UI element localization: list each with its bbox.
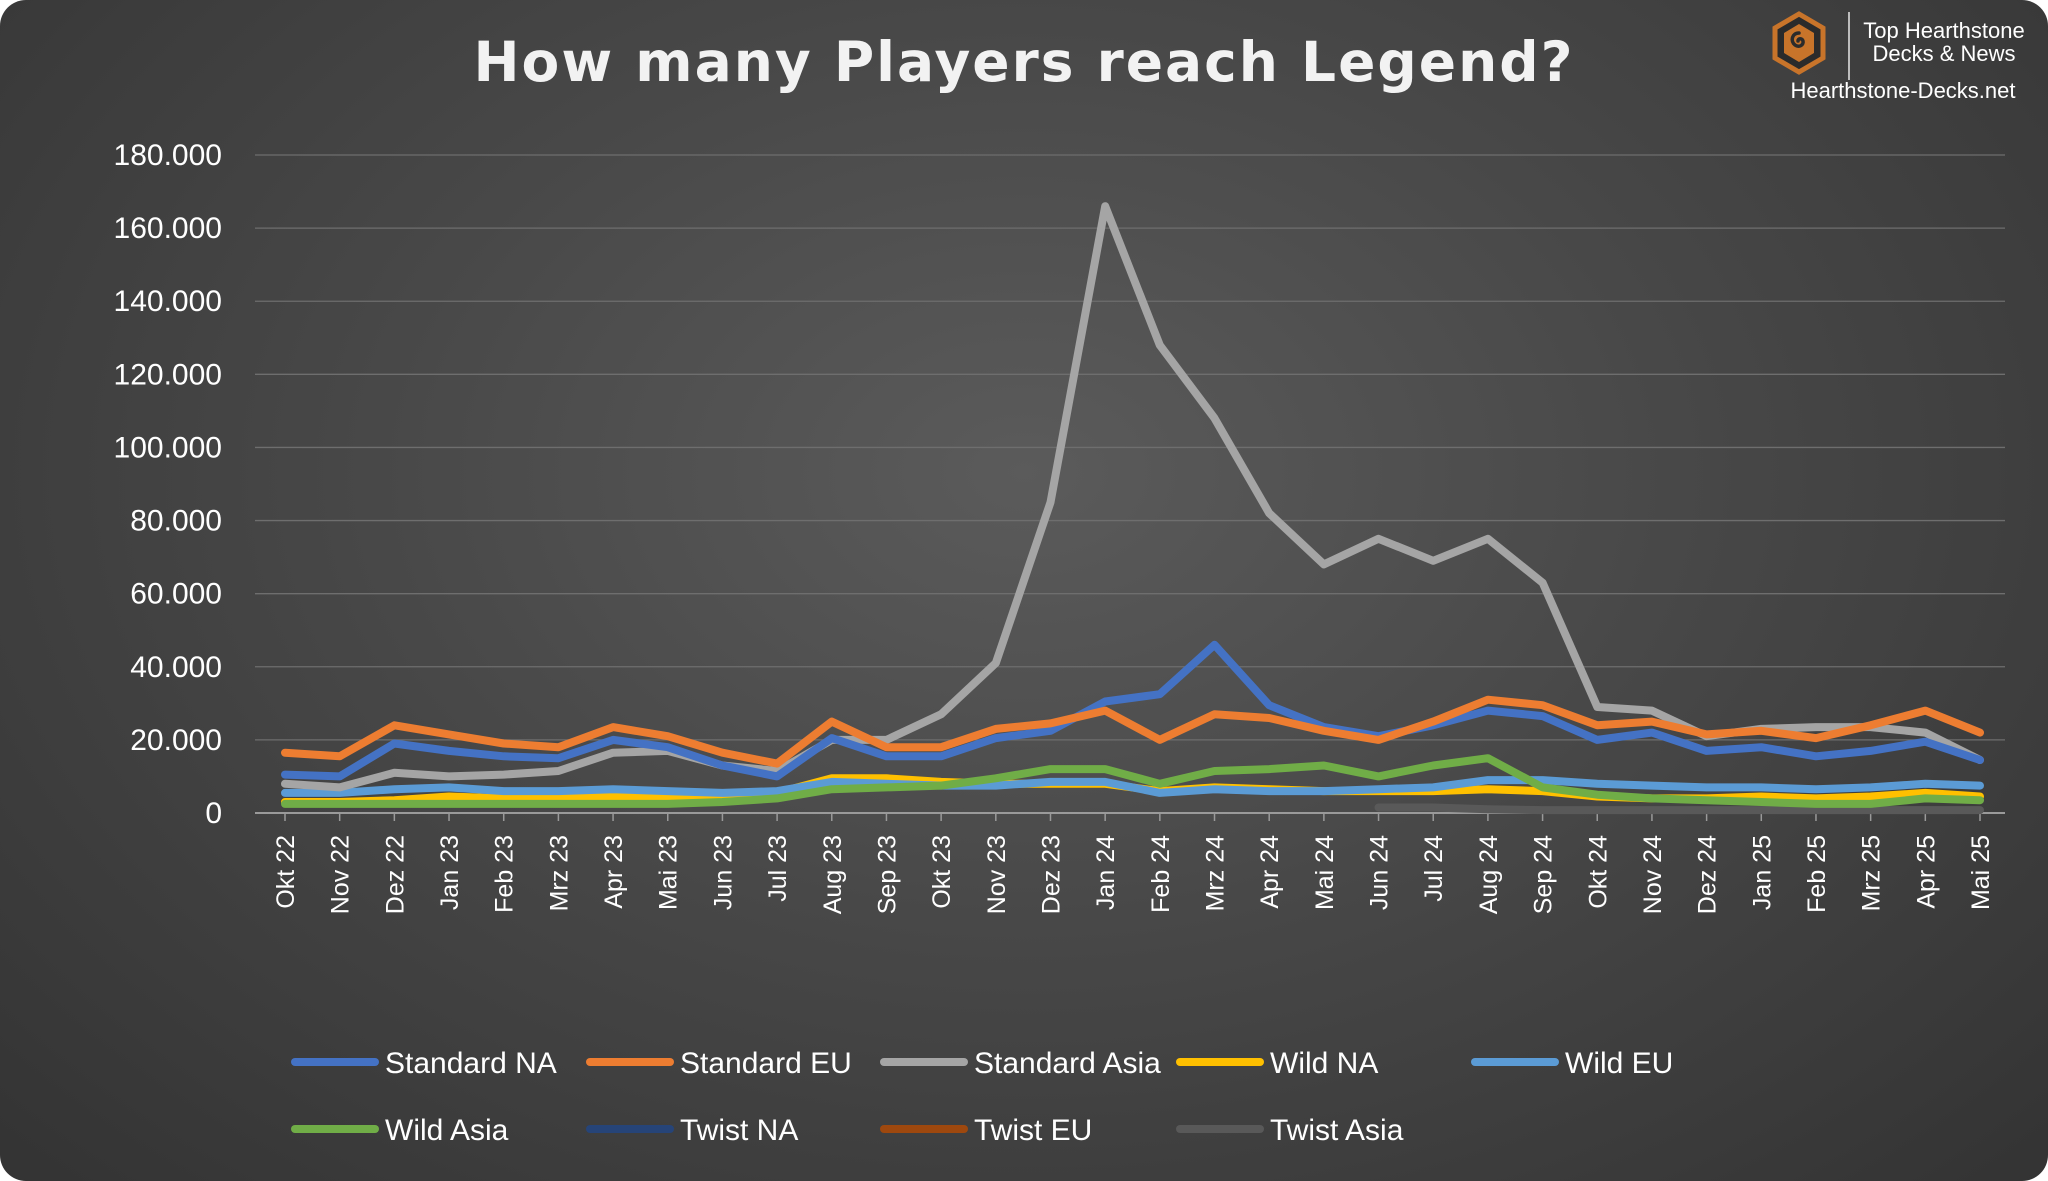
x-tick-label: Mrz 25 xyxy=(1858,835,1886,911)
x-tick-label: Feb 23 xyxy=(491,835,519,913)
x-tick-label: Jul 24 xyxy=(1420,835,1448,902)
legend-wild-asia-label: Wild Asia xyxy=(385,1114,509,1147)
x-tick-label: Jul 23 xyxy=(764,835,792,902)
x-tick-label: Nov 22 xyxy=(327,835,355,914)
x-tick-label: Feb 25 xyxy=(1803,835,1831,913)
x-tick-label: Dez 23 xyxy=(1037,835,1065,914)
brand-block: Top Hearthstone Decks & News Hearthstone… xyxy=(1768,8,2038,113)
x-tick-label: Jun 24 xyxy=(1366,835,1394,910)
x-tick-label: Okt 23 xyxy=(928,835,956,909)
hearthstone-logo-icon xyxy=(1772,11,1826,75)
x-tick-label: Mai 25 xyxy=(1967,835,1995,910)
brand-divider xyxy=(1848,12,1850,80)
series-line-standard-eu xyxy=(281,695,1984,768)
series-line-twist-asia xyxy=(1374,803,1984,815)
y-tick-label: 120.000 xyxy=(114,358,222,391)
legend-standard-asia-label: Standard Asia xyxy=(974,1047,1161,1080)
y-tick-label: 180.000 xyxy=(114,139,222,172)
y-tick-label: 20.000 xyxy=(130,724,222,757)
x-axis: Okt 22 Nov 22 Dez 22 Jan 23 Feb 23 Mrz 23 Apr … xyxy=(272,813,1995,914)
series-line-standard-na xyxy=(281,640,1984,781)
brand-site: Hearthstone-Decks.net xyxy=(1790,78,2016,103)
series-lines xyxy=(281,202,1984,815)
x-tick-label: Jan 23 xyxy=(436,835,464,910)
x-tick-label: Apr 25 xyxy=(1912,835,1940,909)
gridlines xyxy=(255,154,2005,814)
brand-name-line2: Decks & News xyxy=(1872,41,2016,66)
x-tick-label: Dez 24 xyxy=(1694,835,1722,914)
x-tick-label: Okt 24 xyxy=(1584,835,1612,909)
x-tick-label: Mai 24 xyxy=(1311,835,1339,910)
x-tick-label: Sep 24 xyxy=(1530,835,1558,914)
brand-name-line1: Top Hearthstone xyxy=(1863,18,2025,43)
x-tick-label: Aug 24 xyxy=(1475,835,1503,914)
x-tick-label: Okt 22 xyxy=(272,835,300,909)
x-tick-label: Apr 23 xyxy=(600,835,628,909)
x-tick-label: Nov 23 xyxy=(983,835,1011,914)
x-tick-label: Dez 22 xyxy=(381,835,409,914)
legend-twist-eu-label: Twist EU xyxy=(974,1114,1092,1147)
legend: Standard NA Standard EU Standard Asia Wild … xyxy=(291,1047,1673,1147)
legend-wild-na-label: Wild NA xyxy=(1270,1047,1378,1080)
y-tick-label: 0 xyxy=(205,797,222,830)
chart-title: How many Players reach Legend? xyxy=(473,30,1575,94)
series-line-wild-eu xyxy=(281,776,1984,797)
legend-standard-eu-label: Standard EU xyxy=(680,1047,852,1080)
y-axis: 0 20.000 40.000 60.000 80.000 100.000 120.000 1… xyxy=(114,139,222,830)
y-tick-label: 80.000 xyxy=(130,505,222,538)
x-tick-label: Mrz 23 xyxy=(545,835,573,911)
x-tick-label: Mrz 24 xyxy=(1202,835,1230,912)
x-tick-label: Mai 23 xyxy=(655,835,683,910)
x-tick-label: Jan 24 xyxy=(1092,835,1120,910)
legend-standard-na-label: Standard NA xyxy=(385,1047,557,1080)
x-tick-label: Jan 25 xyxy=(1748,835,1776,910)
y-tick-label: 160.000 xyxy=(114,212,222,245)
x-tick-label: Sep 23 xyxy=(873,835,901,914)
series-line-wild-asia xyxy=(281,754,1984,808)
x-tick-label: Feb 24 xyxy=(1147,835,1175,913)
x-tick-label: Jun 23 xyxy=(709,835,737,910)
legend-twist-asia-label: Twist Asia xyxy=(1270,1114,1404,1147)
y-tick-label: 140.000 xyxy=(114,285,222,318)
x-tick-label: Apr 24 xyxy=(1256,835,1284,909)
x-tick-label: Aug 23 xyxy=(819,835,847,914)
y-tick-label: 100.000 xyxy=(114,431,222,464)
x-tick-label: Nov 24 xyxy=(1639,835,1667,914)
legend-wild-eu-label: Wild EU xyxy=(1565,1047,1673,1080)
y-tick-label: 60.000 xyxy=(130,578,222,611)
legend-twist-na-label: Twist NA xyxy=(680,1114,798,1147)
y-tick-label: 40.000 xyxy=(130,651,222,684)
